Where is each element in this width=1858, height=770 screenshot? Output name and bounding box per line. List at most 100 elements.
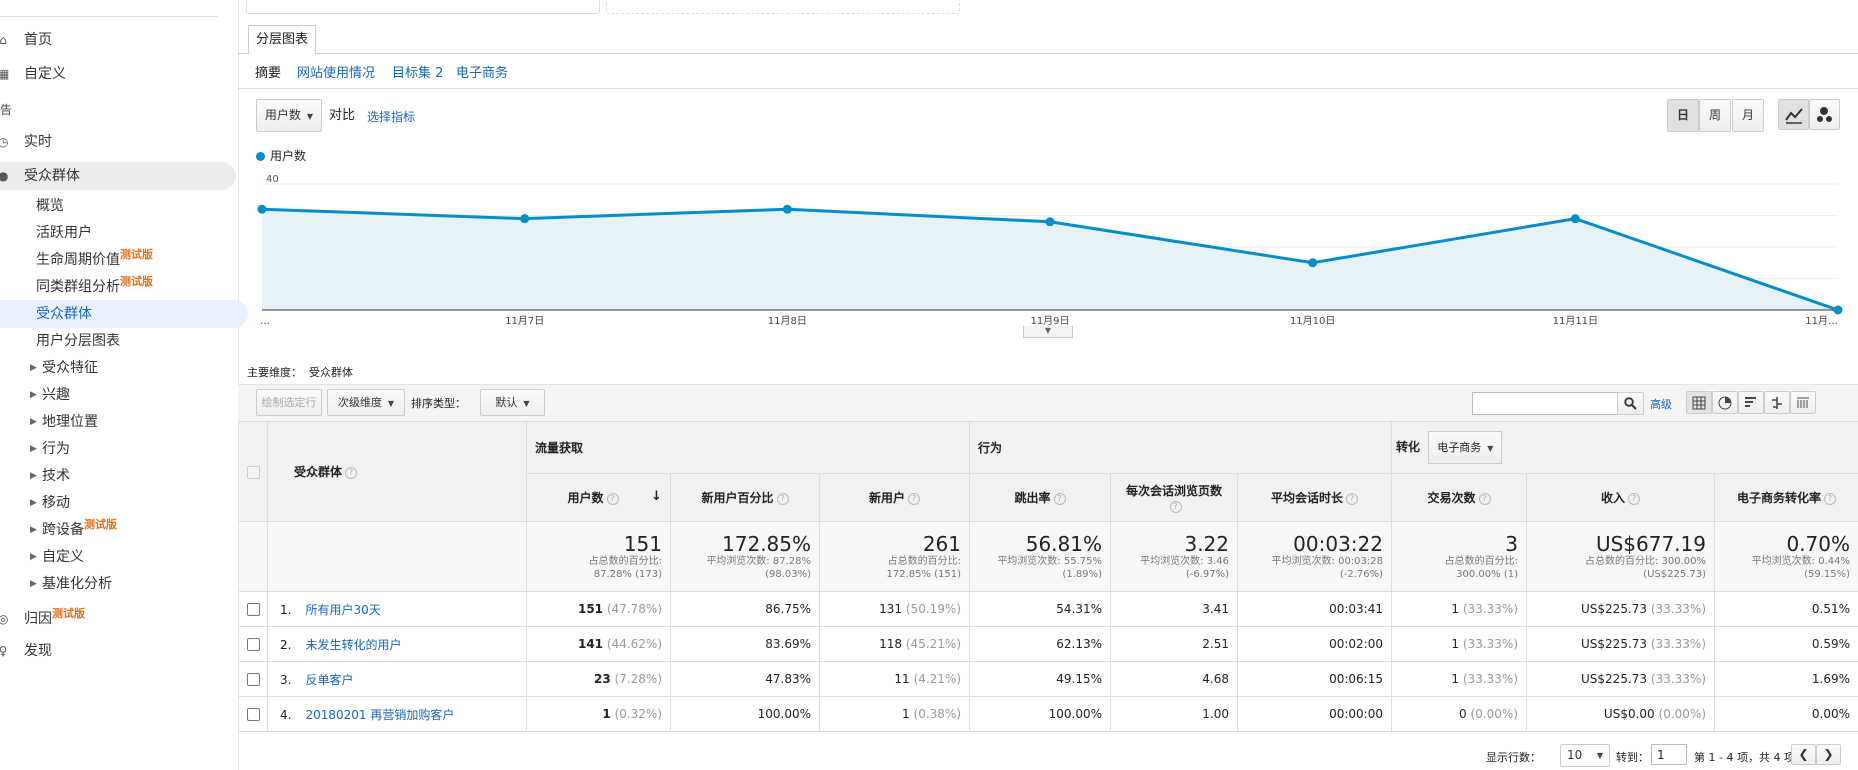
row-checkbox[interactable] <box>247 603 260 616</box>
sidebar-item-16[interactable]: ▶ 移动 <box>0 489 70 517</box>
sidebar-item-label: 自定义 <box>42 549 84 565</box>
total-subtext: (59.15%) <box>1804 568 1851 580</box>
column-header-3[interactable]: 跳出率? <box>969 473 1111 522</box>
help-icon[interactable]: ? <box>908 492 920 505</box>
sidebar-item-10[interactable]: 用户分层图表 <box>0 327 120 355</box>
row-checkbox[interactable] <box>247 673 260 686</box>
total-value: 00:03:22 <box>1293 531 1383 556</box>
conversion-select[interactable]: 电子商务 ▼ <box>1428 431 1503 464</box>
sidebar-item-1[interactable]: ▦ 自定义 <box>0 60 66 88</box>
sidebar-item-label: 生命周期价值 <box>36 252 120 268</box>
total-cell-7: US$677.19 占总数的百分比: 300.00% (US$225.73) <box>1526 521 1715 592</box>
sidebar-item-21[interactable]: ♀ 发现 <box>0 637 52 665</box>
sidebar-item-6[interactable]: 活跃用户 <box>0 219 92 247</box>
sidebar-item-7[interactable]: 生命周期价值测试版 <box>0 246 153 274</box>
x-tick-label: 11月… <box>1805 315 1838 327</box>
sidebar-item-2: 告 <box>0 96 12 124</box>
sidebar-item-9[interactable]: 受众群体 <box>0 300 248 328</box>
view-table-button[interactable] <box>1686 391 1712 414</box>
metric-select[interactable]: 用户数 ▼ <box>256 99 322 132</box>
sidebar-item-18[interactable]: ▶ 自定义 <box>0 543 84 571</box>
group-header-behavior: 行为 <box>969 421 1392 474</box>
period-day-button[interactable]: 日 <box>1667 99 1699 132</box>
help-icon[interactable]: ? <box>776 492 789 505</box>
segment-link[interactable]: 未发生转化的用户 <box>305 637 402 652</box>
prev-page-button[interactable]: ❮ <box>1791 744 1816 765</box>
sidebar-item-17[interactable]: ▶ 跨设备测试版 <box>0 516 117 544</box>
subtab-ecommerce[interactable]: 电子商务 <box>456 66 509 81</box>
sidebar-item-5[interactable]: 概览 <box>0 192 64 220</box>
help-icon[interactable]: ? <box>345 466 358 479</box>
sort-type-select[interactable]: 默认 ▼ <box>480 389 545 416</box>
period-week-button[interactable]: 周 <box>1699 99 1731 132</box>
view-percentage-button[interactable] <box>1712 391 1738 414</box>
help-icon[interactable]: ? <box>1824 492 1837 505</box>
chart-collapse-handle[interactable]: ▼ <box>1023 326 1073 338</box>
subtab-site-usage[interactable]: 网站使用情况 <box>297 66 376 81</box>
sidebar-item-14[interactable]: ▶ 行为 <box>0 435 70 463</box>
beta-badge: 测试版 <box>120 275 153 288</box>
select-metric-link[interactable]: 选择指标 <box>367 110 416 124</box>
tab-explorer[interactable]: 分层图表 <box>248 25 317 55</box>
view-pivot-button[interactable] <box>1790 391 1816 414</box>
next-page-button[interactable]: ❯ <box>1816 744 1841 765</box>
row-checkbox[interactable] <box>247 708 260 721</box>
dimension-header[interactable]: 受众群体? <box>267 421 527 522</box>
subtab-summary[interactable]: 摘要 <box>255 66 282 81</box>
help-icon[interactable]: ? <box>606 492 619 505</box>
sidebar-item-label: 受众特征 <box>42 360 98 376</box>
secondary-dimension-select[interactable]: 次级维度 ▼ <box>327 389 405 416</box>
segment-link[interactable]: 反单客户 <box>305 672 354 687</box>
goto-input[interactable]: 1 <box>1651 744 1687 765</box>
row-checkbox[interactable] <box>247 638 260 651</box>
column-header-0[interactable]: 用户数? ↓ <box>526 473 671 522</box>
rows-per-page-select[interactable]: 10 ▼ <box>1560 744 1610 767</box>
total-value: 151 <box>623 531 662 556</box>
help-icon[interactable]: ? <box>1346 492 1358 505</box>
view-comparison-button[interactable] <box>1764 391 1790 414</box>
revenue-value: US$225.73 <box>1581 637 1648 651</box>
table-search-input[interactable] <box>1472 392 1618 415</box>
sidebar-item-4[interactable]: ● 受众群体 <box>0 162 236 190</box>
column-header-1[interactable]: 新用户百分比? <box>670 473 820 522</box>
search-button[interactable] <box>1617 392 1644 415</box>
column-header-8[interactable]: 电子商务转化率? <box>1713 473 1858 522</box>
column-header-2[interactable]: 新用户? <box>819 473 970 522</box>
sidebar-item-0[interactable]: ⌂ 首页 <box>0 26 52 54</box>
column-header-4[interactable]: 每次会话浏览页数? <box>1110 473 1238 522</box>
segment-link[interactable]: 20180201 再营销加购客户 <box>305 707 455 722</box>
sidebar-item-3[interactable]: ◷ 实时 <box>0 128 52 156</box>
x-tick-label: 11月10日 <box>1290 315 1335 327</box>
advanced-filter-link[interactable]: 高级 <box>1650 398 1672 411</box>
sidebar-item-12[interactable]: ▶ 兴趣 <box>0 381 70 409</box>
sidebar-item-11[interactable]: ▶ 受众特征 <box>0 354 98 382</box>
line-chart-button[interactable] <box>1778 99 1809 130</box>
column-header-7[interactable]: 收入? <box>1526 473 1715 522</box>
select-all-checkbox[interactable] <box>247 465 260 479</box>
column-header-5[interactable]: 平均会话时长? <box>1237 473 1392 522</box>
help-icon[interactable]: ? <box>1478 492 1491 505</box>
sidebar-item-15[interactable]: ▶ 技术 <box>0 462 70 490</box>
motion-chart-button[interactable] <box>1809 99 1840 130</box>
sidebar-item-20[interactable]: ◎ 归因测试版 <box>0 605 85 633</box>
sidebar-item-19[interactable]: ▶ 基准化分析 <box>0 570 112 598</box>
bounce-rate: 100.00% <box>1048 707 1102 721</box>
ecommerce-conversion-rate: 0.59% <box>1811 637 1851 651</box>
view-performance-button[interactable] <box>1738 391 1764 414</box>
total-subtext: 占总数的百分比: 300.00% <box>1584 555 1706 567</box>
sidebar-item-8[interactable]: 同类群组分析测试版 <box>0 273 153 301</box>
segment-link[interactable]: 所有用户30天 <box>305 602 381 617</box>
rows-per-page-value: 10 <box>1567 748 1583 762</box>
row-index: 4. <box>280 707 292 722</box>
revenue-value: US$225.73 <box>1581 672 1648 686</box>
top-input-box[interactable] <box>246 0 600 14</box>
column-header-6[interactable]: 交易次数? <box>1391 473 1527 522</box>
users-value: 141 <box>577 637 604 651</box>
help-icon[interactable]: ? <box>1169 500 1182 513</box>
subtab-goal-set[interactable]: 目标集 2 <box>392 66 444 81</box>
metric-select-label: 用户数 <box>264 108 301 122</box>
sidebar-item-13[interactable]: ▶ 地理位置 <box>0 408 98 436</box>
help-icon[interactable]: ? <box>1628 492 1640 505</box>
period-month-button[interactable]: 月 <box>1732 99 1764 132</box>
help-icon[interactable]: ? <box>1053 492 1066 505</box>
